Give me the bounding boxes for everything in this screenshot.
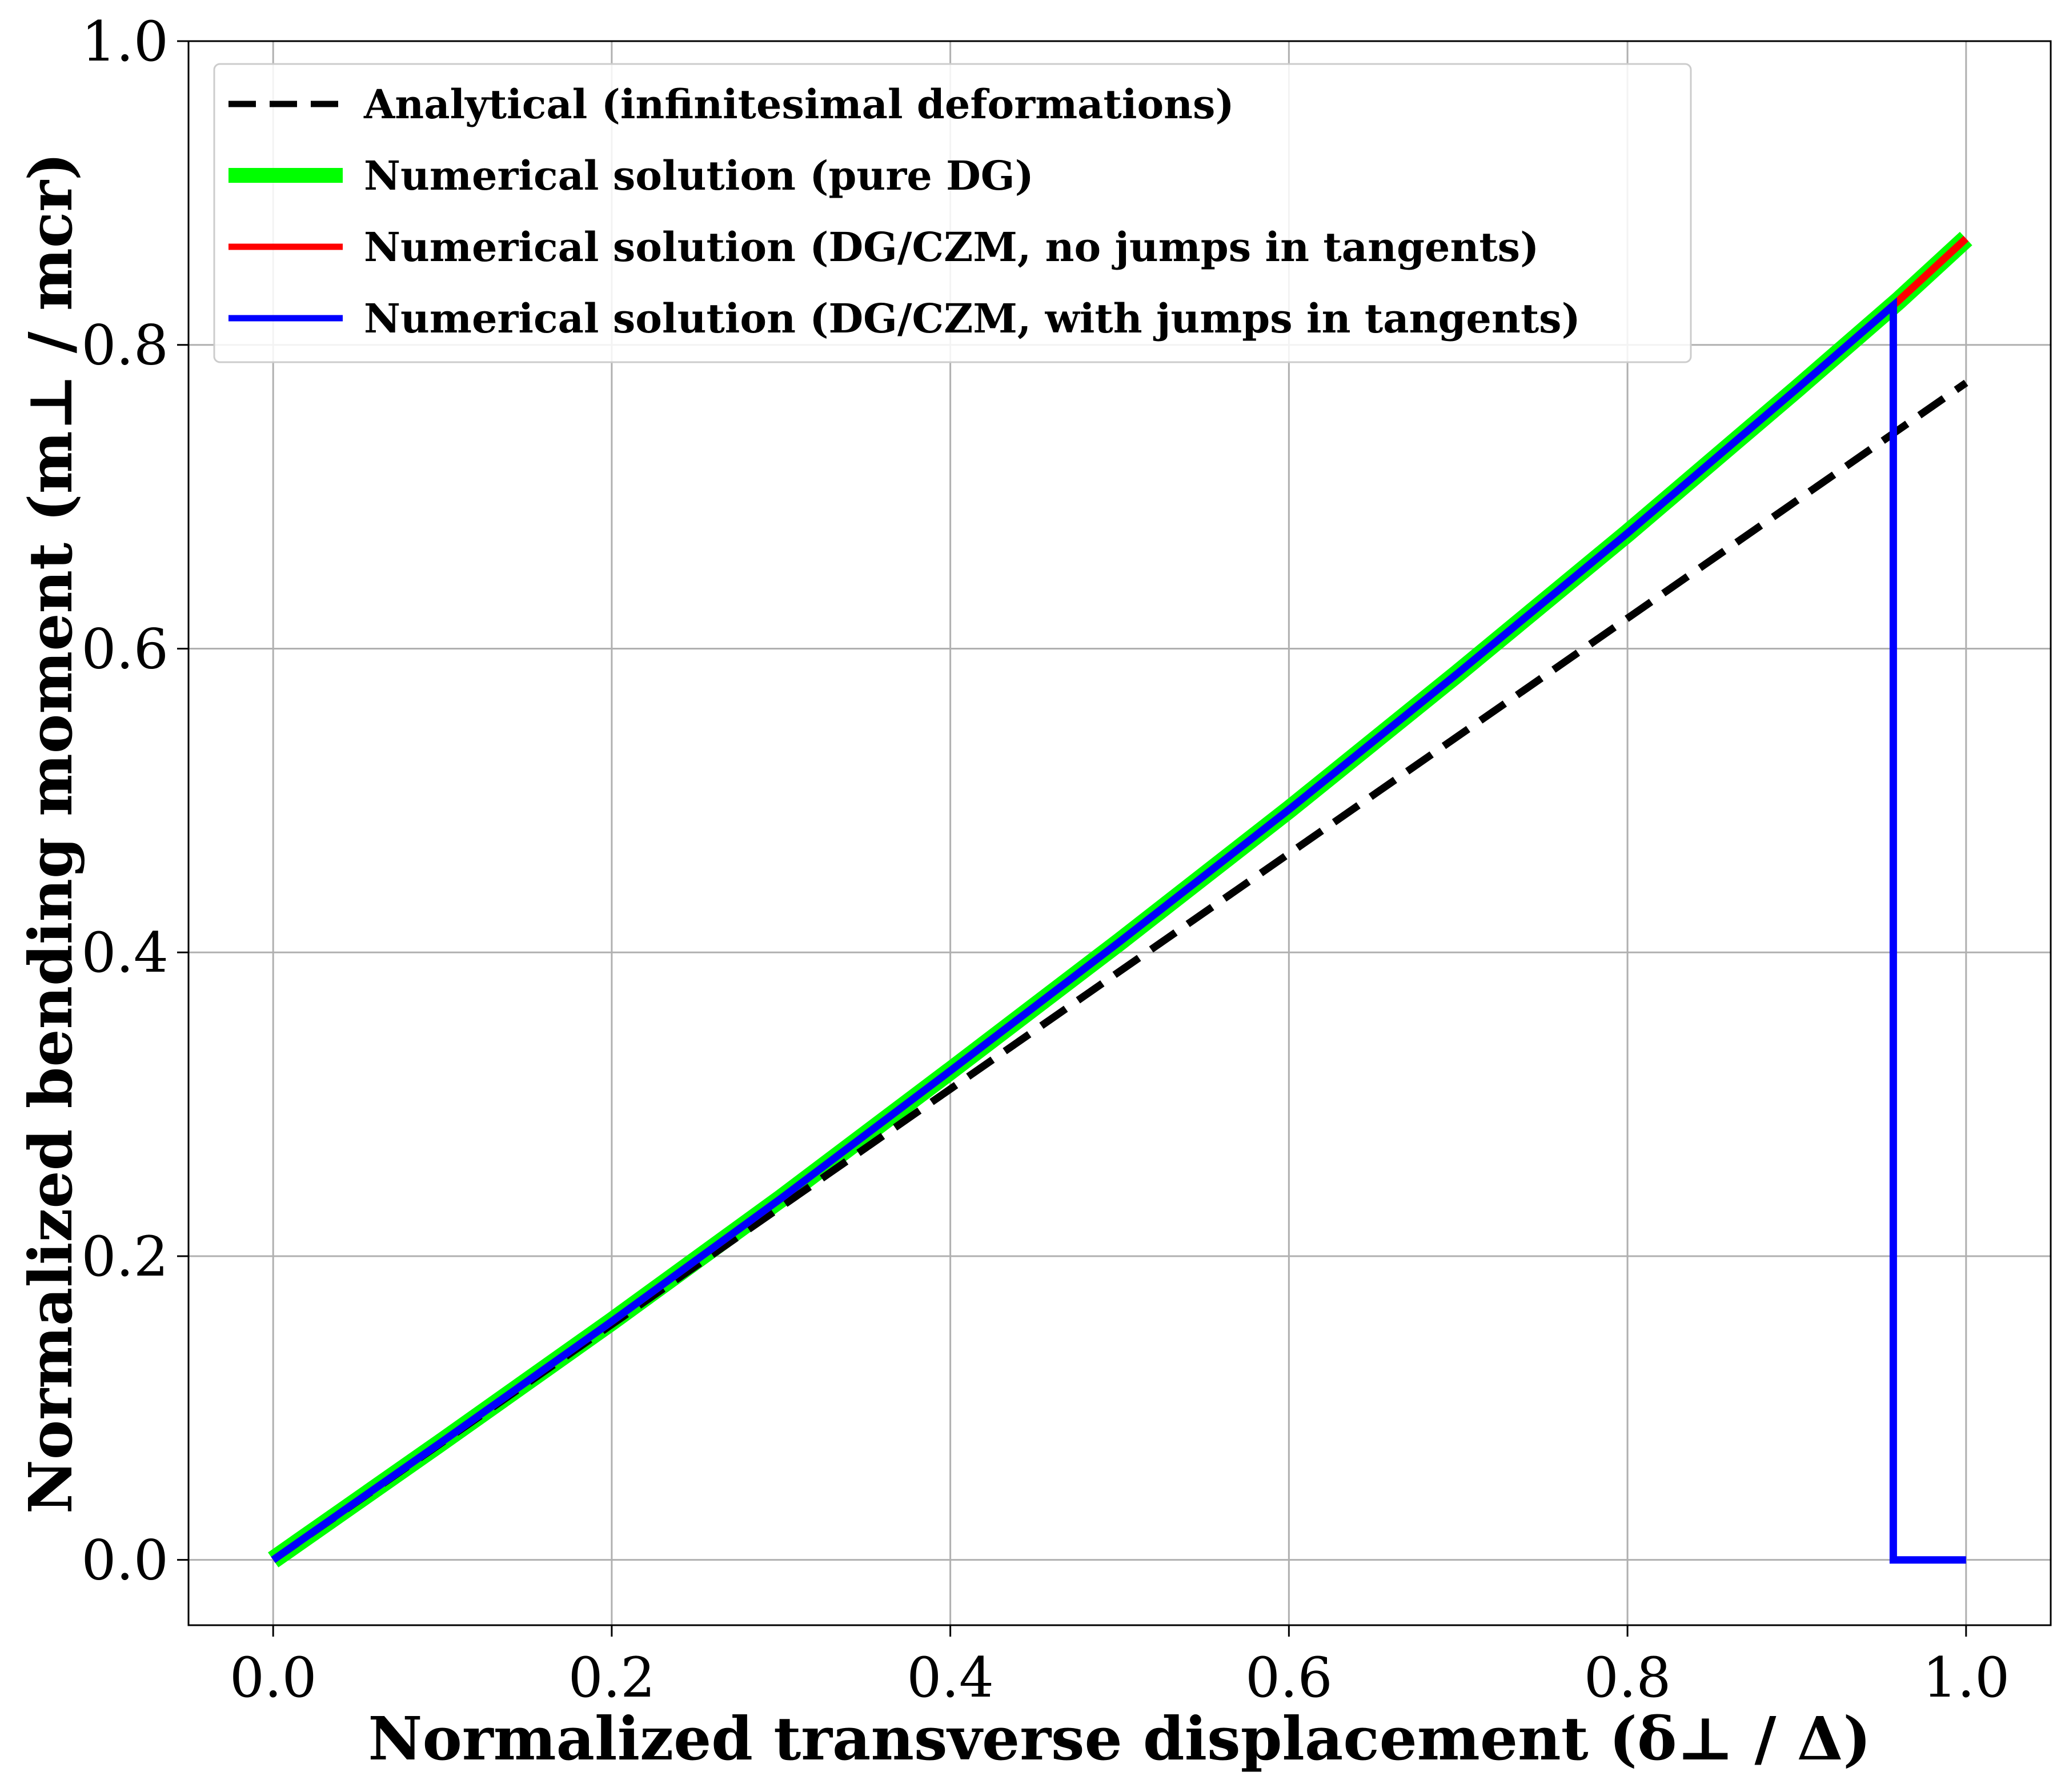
- y-tick-label: 1.0: [81, 10, 169, 74]
- series-line-dg-czm-with-jumps: [271, 297, 1966, 1564]
- legend-label-dg-czm-no-jumps: Numerical solution (DG/CZM, no jumps in …: [364, 223, 1539, 271]
- y-tick-label: 0.6: [81, 617, 169, 681]
- series-layer: [268, 231, 1972, 1568]
- y-tick-label: 0.4: [81, 921, 169, 985]
- ticks-layer: 0.0 0.2 0.4 0.6 0.8 1.0 0.0 0.2 0.4 0.6 0.8 1.0: [81, 10, 2010, 1710]
- y-axis-title: Normalized bending moment (m⊥ / mcr): [15, 153, 86, 1514]
- legend-label-pure-dg: Numerical solution (pure DG): [364, 152, 1034, 199]
- plot-frame: [187, 40, 2052, 1626]
- x-tick-label: 0.2: [568, 1646, 656, 1710]
- x-tick-label: 0.8: [1584, 1646, 1671, 1710]
- x-tick-label: 0.4: [907, 1646, 994, 1710]
- y-tick-label: 0.8: [81, 314, 169, 378]
- x-tick-label: 0.0: [230, 1646, 317, 1710]
- x-tick-label: 1.0: [1922, 1646, 2010, 1710]
- x-axis-title: Normalized transverse displacement (δ⊥ /…: [368, 1703, 1871, 1774]
- y-tick-label: 0.0: [81, 1529, 169, 1593]
- legend-label-dg-czm-with-jumps: Numerical solution (DG/CZM, with jumps i…: [364, 295, 1581, 342]
- legend: Analytical (infinitesimal deformations) …: [213, 63, 1692, 363]
- legend-label-analytical: Analytical (infinitesimal deformations): [363, 81, 1234, 128]
- x-tick-label: 0.6: [1245, 1646, 1333, 1710]
- legend-box: [213, 63, 1692, 363]
- y-tick-label: 0.2: [81, 1225, 169, 1289]
- series-line-analytical: [271, 379, 1968, 1564]
